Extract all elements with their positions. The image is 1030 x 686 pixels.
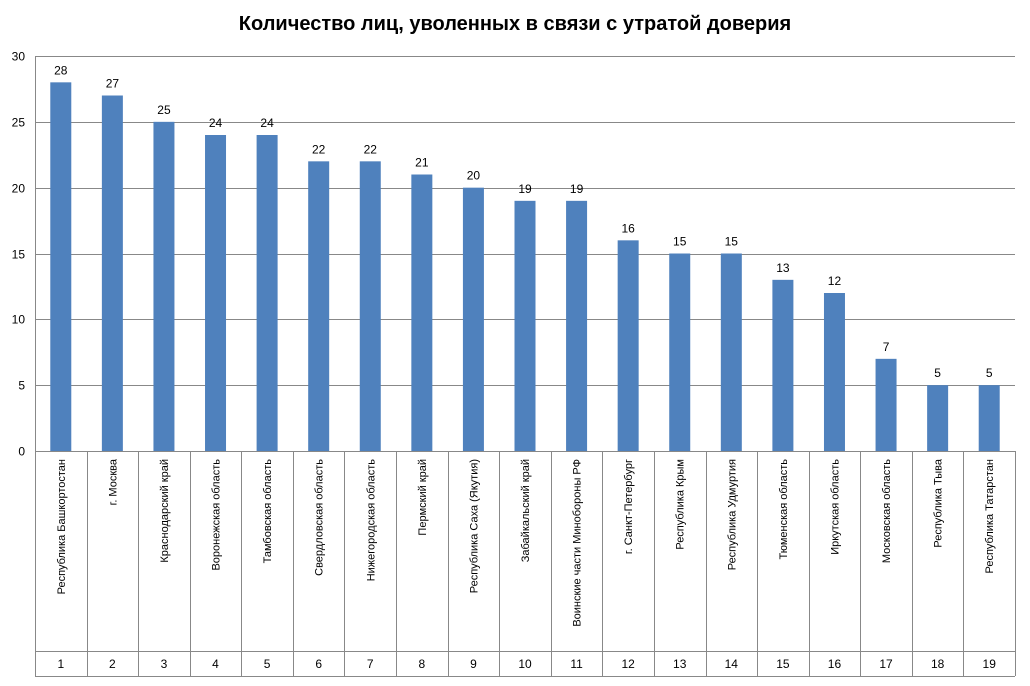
y-tick-label: 15 [12,248,26,262]
row-number-label: 13 [673,657,687,671]
bar [669,253,691,451]
bar [411,174,433,451]
bar [205,135,227,451]
category-label: Республика Тыва [933,458,945,548]
bar [308,161,330,452]
category-label: Республика Башкортостан [56,459,68,594]
data-label: 22 [312,142,326,156]
category-label: Тамбовская область [262,459,274,564]
row-number-label: 10 [518,657,532,671]
y-tick-label: 0 [18,445,25,459]
y-tick-label: 25 [12,116,26,130]
row-number-label: 3 [161,657,168,671]
data-label: 24 [209,116,223,130]
bar [256,135,278,451]
row-number-label: 16 [828,657,842,671]
category-label: Московская область [881,459,893,563]
category-label: Забайкальский край [520,459,532,562]
category-label: Иркутская область [829,459,841,555]
y-tick-label: 30 [12,50,26,64]
row-number-label: 7 [367,657,374,671]
bar [978,385,1000,451]
data-label: 27 [106,77,120,91]
category-label: Тюменская область [778,459,790,560]
data-label: 25 [157,103,171,117]
bar [359,161,381,452]
chart-title: Количество лиц, уволенных в связи с утра… [238,13,792,35]
bar [772,279,794,451]
data-label: 20 [467,169,481,183]
data-label: 15 [673,235,687,249]
row-number-label: 1 [57,657,64,671]
bar [617,240,639,451]
data-label: 28 [54,63,68,77]
bar [927,385,949,451]
row-number-label: 11 [570,657,583,671]
row-number-label: 12 [621,657,635,671]
bar [875,358,897,451]
category-label: Нижегородская область [365,459,377,582]
category-label: Воинские части Минобороны РФ [572,459,584,627]
category-label: Республика Удмуртия [726,459,738,570]
data-label: 19 [518,182,532,196]
y-tick-label: 5 [18,379,25,393]
data-label: 5 [934,366,941,380]
data-label: 16 [621,221,635,235]
row-number-label: 6 [315,657,322,671]
row-number-label: 9 [470,657,477,671]
category-label: Республика Татарстан [984,459,996,574]
data-label: 21 [415,156,429,170]
data-label: 5 [986,366,993,380]
y-tick-label: 20 [12,182,26,196]
category-label: г. Москва [107,458,119,505]
row-number-label: 17 [879,657,893,671]
row-number-label: 19 [983,657,997,671]
data-label: 13 [776,261,790,275]
y-tick-label: 10 [12,313,26,327]
bar [462,187,484,451]
data-label: 15 [725,235,739,249]
row-number-label: 4 [212,657,219,671]
bar [514,200,536,451]
category-label: Пермский край [417,459,429,536]
row-number-label: 15 [776,657,790,671]
category-label: Республика Саха (Якутия) [468,459,480,593]
bar [153,121,175,451]
row-number-label: 18 [931,657,945,671]
data-label: 24 [260,116,274,130]
row-number-label: 5 [264,657,271,671]
category-label: г. Санкт-Петербург [623,459,635,554]
category-label: Свердловская область [314,459,326,576]
category-label: Воронежская область [211,459,223,571]
data-label: 19 [570,182,584,196]
category-label: Краснодарский край [159,459,171,563]
bar [823,293,845,451]
bar [50,82,72,451]
bar [101,95,123,451]
data-label: 22 [364,142,378,156]
data-label: 7 [883,340,890,354]
row-number-label: 2 [109,657,116,671]
category-label: Республика Крым [675,459,687,550]
bar [720,253,742,451]
row-number-label: 14 [725,657,739,671]
data-label: 12 [828,274,842,288]
bar [566,200,588,451]
row-number-label: 8 [418,657,425,671]
